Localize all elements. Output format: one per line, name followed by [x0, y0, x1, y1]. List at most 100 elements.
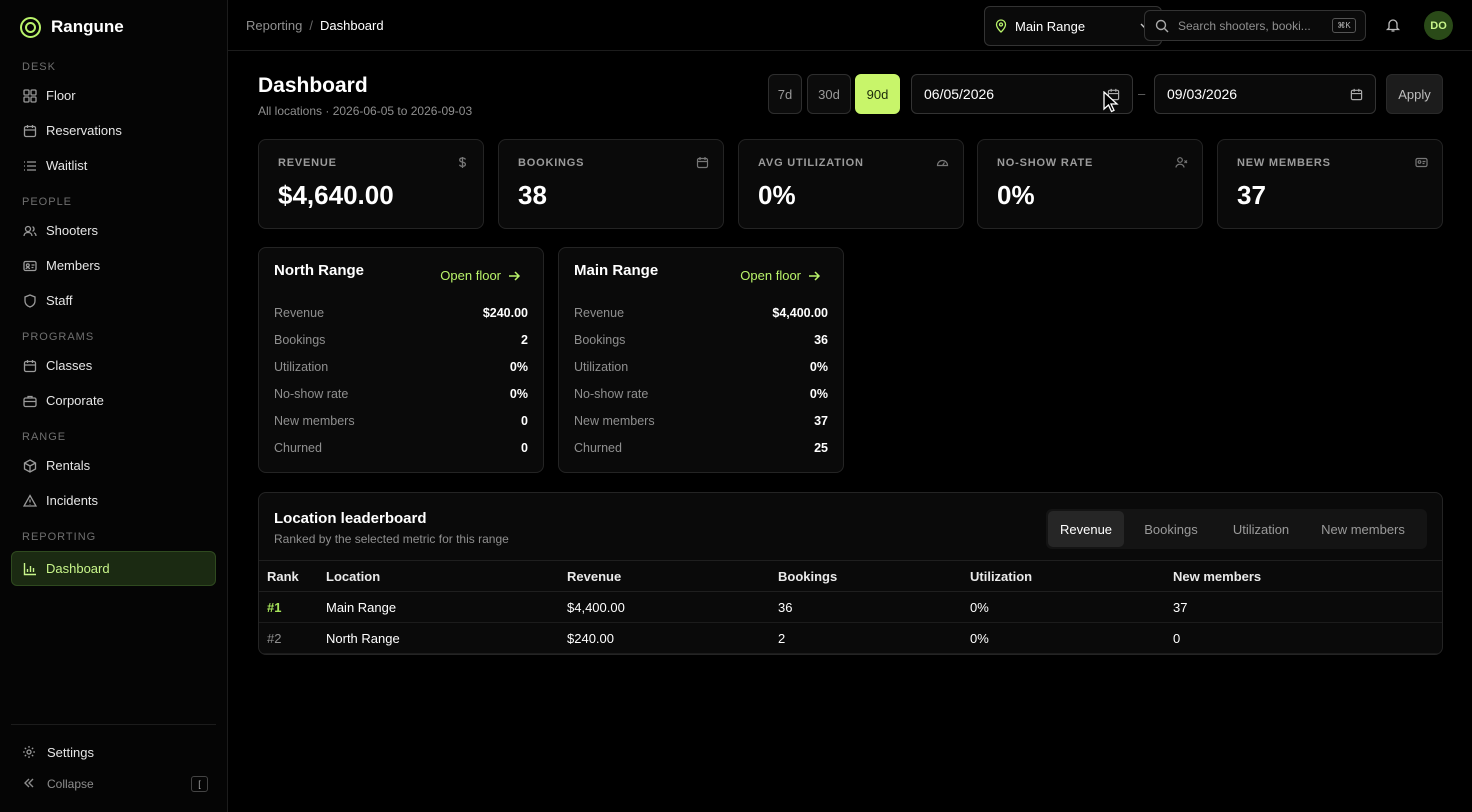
search-icon [1155, 19, 1169, 33]
metric-row: Utilization 0% [274, 357, 528, 377]
metric-label: New members [274, 414, 355, 428]
metric-label: Revenue [574, 306, 625, 320]
collapse-label: Collapse [47, 777, 94, 791]
column-header-new-members[interactable]: New members [1173, 568, 1262, 584]
column-header-revenue[interactable]: Revenue [567, 568, 622, 584]
date-from-value: 06/05/2026 [924, 86, 995, 102]
breadcrumb-reporting[interactable]: Reporting [246, 17, 303, 33]
sidebar-item-classes[interactable]: Classes [0, 348, 216, 383]
range-7d-button[interactable]: 7d [768, 74, 802, 114]
sidebar-item-shooters[interactable]: Shooters [0, 213, 216, 248]
sidebar-item-incidents[interactable]: Incidents [0, 483, 216, 518]
metric-label: Churned [274, 441, 322, 455]
sidebar-item-waitlist[interactable]: Waitlist [0, 148, 216, 183]
bookings-cell: 36 [778, 599, 793, 615]
sidebar-item-label: Rentals [46, 458, 91, 473]
open-floor-link[interactable]: Open floor [440, 268, 521, 283]
sidebar-item-staff[interactable]: Staff [0, 283, 216, 318]
metric-row: No-show rate 0% [274, 384, 528, 404]
open-floor-label: Open floor [440, 268, 501, 283]
tab-bookings[interactable]: Bookings [1144, 521, 1198, 537]
date-to-input[interactable]: 09/03/2026 [1154, 74, 1376, 114]
id-card-icon [23, 259, 37, 273]
search-shortcut: ⌘K [1332, 18, 1356, 33]
metric-label: Churned [574, 441, 622, 455]
location-select-value: Main Range [1015, 18, 1086, 34]
calendar-icon [23, 359, 37, 373]
column-header-location[interactable]: Location [326, 568, 381, 584]
double-chevron-left-icon [22, 776, 36, 793]
metric-row: Bookings 36 [574, 330, 828, 350]
collapse-button[interactable]: Collapse [ [11, 769, 216, 799]
range-30d-button[interactable]: 30d [807, 74, 851, 114]
gear-icon [22, 745, 36, 759]
metric-label: Revenue [274, 306, 325, 320]
metric-value: 0% [509, 387, 528, 401]
section-label-programs: PROGRAMS [22, 331, 95, 343]
sidebar-item-label: Reservations [46, 123, 122, 138]
main-content: Reporting / Dashboard Main Range ⌘K DO D… [228, 0, 1472, 812]
page-subtitle: All locations · 2026-06-05 to 2026-09-03 [258, 104, 473, 118]
sidebar-item-rentals[interactable]: Rentals [0, 448, 216, 483]
kpi-card-revenue: REVENUE $4,640.00 [258, 139, 484, 229]
sidebar-item-members[interactable]: Members [0, 248, 216, 283]
location-cell: Main Range [326, 599, 397, 615]
warning-icon [23, 493, 37, 508]
metric-row: No-show rate 0% [574, 384, 828, 404]
section-label-range: RANGE [22, 431, 67, 443]
range-90d-button[interactable]: 90d [855, 74, 900, 114]
avatar[interactable]: DO [1424, 11, 1453, 40]
sidebar: Rangune DESK Floor Reservations Waitlist… [0, 0, 228, 812]
bell-icon[interactable] [1385, 17, 1401, 33]
kpi-card-bookings: BOOKINGS 38 [498, 139, 724, 229]
metric-value: 0 [521, 441, 528, 455]
calendar-icon[interactable] [1107, 88, 1120, 101]
metric-row: Churned 25 [574, 438, 828, 458]
metric-value: 36 [814, 333, 828, 347]
sidebar-item-floor[interactable]: Floor [0, 78, 216, 113]
arrow-right-icon [509, 270, 521, 281]
kpi-value: 38 [518, 180, 547, 210]
kpi-label: NO-SHOW RATE [997, 157, 1094, 169]
new-members-cell: 37 [1173, 599, 1188, 615]
search-box[interactable]: ⌘K [1144, 10, 1366, 41]
leaderboard-title: Location leaderboard [274, 510, 427, 527]
metric-value: 0% [809, 387, 828, 401]
grid-icon [23, 88, 37, 103]
brand[interactable]: Rangune [0, 0, 227, 54]
kpi-label: REVENUE [278, 157, 337, 169]
location-cell: North Range [326, 630, 400, 646]
metric-row: Utilization 0% [574, 357, 828, 377]
table-row[interactable]: #1 Main Range $4,400.00 36 0% 37 [259, 592, 1442, 623]
kpi-value: $4,640.00 [278, 180, 394, 210]
column-header-bookings[interactable]: Bookings [778, 568, 838, 584]
metric-value: 0% [509, 360, 528, 374]
sidebar-item-dashboard[interactable]: Dashboard [11, 551, 216, 586]
tab-utilization[interactable]: Utilization [1232, 521, 1290, 537]
metric-label: Utilization [574, 360, 629, 374]
column-header-utilization[interactable]: Utilization [970, 568, 1033, 584]
column-header-rank[interactable]: Rank [267, 568, 299, 584]
location-select[interactable]: Main Range [984, 6, 1162, 46]
new-members-cell: 0 [1173, 630, 1181, 646]
sidebar-item-corporate[interactable]: Corporate [0, 383, 216, 418]
sidebar-item-label: Waitlist [46, 158, 88, 173]
sidebar-item-reservations[interactable]: Reservations [0, 113, 216, 148]
section-label-desk: DESK [22, 61, 56, 73]
settings-button[interactable]: Settings [11, 735, 216, 769]
date-from-input[interactable]: 06/05/2026 [911, 74, 1133, 114]
open-floor-link[interactable]: Open floor [740, 268, 821, 283]
mouse-cursor-icon [1103, 91, 1119, 113]
calendar-icon[interactable] [1350, 88, 1363, 101]
search-input[interactable] [1178, 18, 1326, 33]
sidebar-item-label: Members [46, 258, 101, 273]
collapse-shortcut: [ [191, 776, 208, 792]
leaderboard-tabs: Revenue Bookings Utilization New members [1046, 509, 1427, 549]
bar-chart-icon [23, 562, 37, 576]
table-row[interactable]: #2 North Range $240.00 2 0% 0 [259, 623, 1442, 654]
map-pin-icon [995, 19, 1007, 33]
apply-button[interactable]: Apply [1386, 74, 1443, 114]
tab-revenue[interactable]: Revenue [1048, 511, 1124, 547]
tab-new-members[interactable]: New members [1321, 521, 1405, 537]
